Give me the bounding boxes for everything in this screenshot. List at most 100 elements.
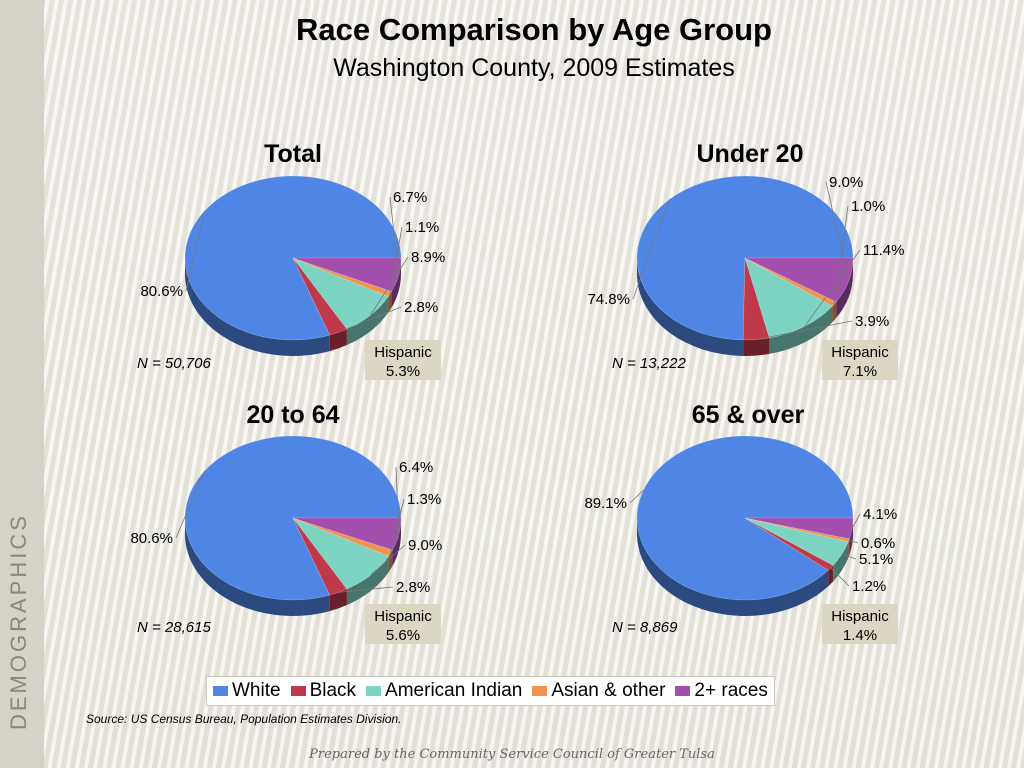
pie-side-american-indian <box>769 306 833 354</box>
pie-side-white <box>637 518 829 616</box>
pie-side-american-indian <box>833 541 849 582</box>
legend-label: White <box>232 680 281 701</box>
legend-swatch <box>290 686 306 696</box>
source-note: Source: US Census Bureau, Population Est… <box>86 712 402 726</box>
leader-line <box>848 539 859 544</box>
leader-line <box>632 199 670 300</box>
hispanic-label: Hispanic <box>374 608 432 625</box>
legend: White Black American Indian Asian & othe… <box>206 676 775 706</box>
slice-label-asian-and-other: 1.0% <box>851 198 885 215</box>
slice-label-asian-and-other: 1.3% <box>407 491 441 508</box>
slice-label-2plus-races: 4.1% <box>863 506 897 523</box>
legend-item-white: White <box>213 680 281 702</box>
slice-label-american-indian: 5.1% <box>859 551 893 568</box>
legend-swatch <box>366 686 382 696</box>
pie-side-black <box>743 337 770 356</box>
leader-line <box>338 586 394 593</box>
leader-line <box>841 553 857 560</box>
pie-slice-american-indian <box>744 517 849 566</box>
leader-line <box>389 226 403 295</box>
pie-slice-white <box>636 435 854 601</box>
slice-label-american-indian: 11.4% <box>863 242 904 259</box>
leader-line <box>395 466 400 535</box>
pie-side-white <box>637 258 744 356</box>
pie-side-black <box>828 565 834 587</box>
hispanic-value: 1.4% <box>843 627 877 644</box>
footer-credit: Prepared by the Community Service Counci… <box>309 747 715 762</box>
leader-line <box>370 544 406 576</box>
slice-label-white: 89.1% <box>584 495 627 512</box>
hispanic-box <box>365 604 441 644</box>
side-bar: DEMOGRAPHICS <box>0 0 44 768</box>
pie-side-asian-and-other <box>388 291 392 313</box>
pie-slice-asian-and-other <box>744 517 850 543</box>
chart-title: 20 to 64 <box>246 401 339 429</box>
leader-line <box>175 470 205 539</box>
pie-slice-white <box>184 175 402 341</box>
slice-label-2plus-races: 6.7% <box>393 189 427 206</box>
sample-size-label: N = 50,706 <box>137 355 211 372</box>
pie-side-black <box>329 329 347 352</box>
legend-item-american-indian: American Indian <box>366 680 522 702</box>
hispanic-box <box>822 340 898 380</box>
slice-label-white: 80.6% <box>130 530 173 547</box>
slice-label-black: 2.8% <box>404 299 438 316</box>
pie-side-white <box>185 258 330 356</box>
leader-line <box>851 513 861 529</box>
slice-label-asian-and-other: 0.6% <box>861 535 895 552</box>
pie-side-asian-and-other <box>848 538 850 558</box>
charts-area: 80.6% 2.8% 8.9% 1.1% 6.7% Total N = 50,706 Hisp… <box>130 140 904 644</box>
slice-label-american-indian: 9.0% <box>408 537 442 554</box>
pie-side-asian-and-other <box>388 550 393 573</box>
slice-label-2plus-races: 6.4% <box>399 459 433 476</box>
page-title: Race Comparison by Age Group <box>296 12 772 47</box>
chart-title: Under 20 <box>697 140 804 168</box>
sample-size-label: N = 13,222 <box>612 355 686 372</box>
pie-slice-asian-and-other <box>744 257 837 307</box>
leader-line <box>825 181 850 281</box>
pie-slice-american-indian <box>292 517 390 590</box>
leader-line <box>338 306 402 333</box>
chart-title: Total <box>264 140 322 168</box>
leader-line <box>390 498 405 554</box>
legend-swatch <box>675 686 691 696</box>
slice-label-white: 80.6% <box>140 283 183 300</box>
sample-size-label: N = 28,615 <box>137 619 211 636</box>
pie-slice-asian-and-other <box>292 257 393 297</box>
pie-chart-65-and-over: 89.1% 1.2% 5.1%0.6% 4.1% 65 & over N = 8,869 H… <box>584 401 898 644</box>
pie-side-2plus-races <box>391 258 401 308</box>
pie-slice-black <box>292 517 348 596</box>
legend-item-two-plus-races: 2+ races <box>675 680 768 702</box>
page-subtitle: Washington County, 2009 Estimates <box>333 54 735 82</box>
leader-line <box>756 320 853 340</box>
legend-item-black: Black <box>290 680 356 702</box>
hispanic-value: 5.6% <box>386 627 420 644</box>
slice-label-american-indian: 8.9% <box>411 249 445 266</box>
chart-title: 65 & over <box>692 401 805 429</box>
hispanic-label: Hispanic <box>831 344 889 361</box>
pie-slice-white <box>184 435 402 601</box>
slice-label-white: 74.8% <box>587 291 630 308</box>
legend-item-asian-other: Asian & other <box>532 680 665 702</box>
slice-label-asian-and-other: 1.1% <box>405 219 439 236</box>
hispanic-value: 5.3% <box>386 363 420 380</box>
hispanic-box <box>822 604 898 644</box>
leader-line <box>830 567 850 587</box>
pie-chart-20-to-64: 80.6% 2.8% 9.0% 1.3% 6.4% 20 to 64 N = 28,615 H… <box>130 401 442 644</box>
slice-label-black: 2.8% <box>396 579 430 596</box>
pie-slice-2plus-races <box>292 257 402 292</box>
leader-line <box>804 249 861 327</box>
slice-label-black: 1.2% <box>852 578 886 595</box>
hispanic-label: Hispanic <box>374 344 432 361</box>
legend-label: 2+ races <box>694 680 768 701</box>
pie-side-2plus-races <box>836 258 853 318</box>
leader-line <box>629 489 644 504</box>
leader-line <box>389 196 400 276</box>
leader-line <box>370 256 409 316</box>
sample-size-label: N = 8,869 <box>612 619 678 636</box>
legend-swatch <box>532 686 548 696</box>
legend-label: American Indian <box>385 680 523 701</box>
slice-label-black: 3.9% <box>855 313 889 330</box>
leader-line <box>833 205 849 305</box>
pie-side-american-indian <box>346 556 389 606</box>
